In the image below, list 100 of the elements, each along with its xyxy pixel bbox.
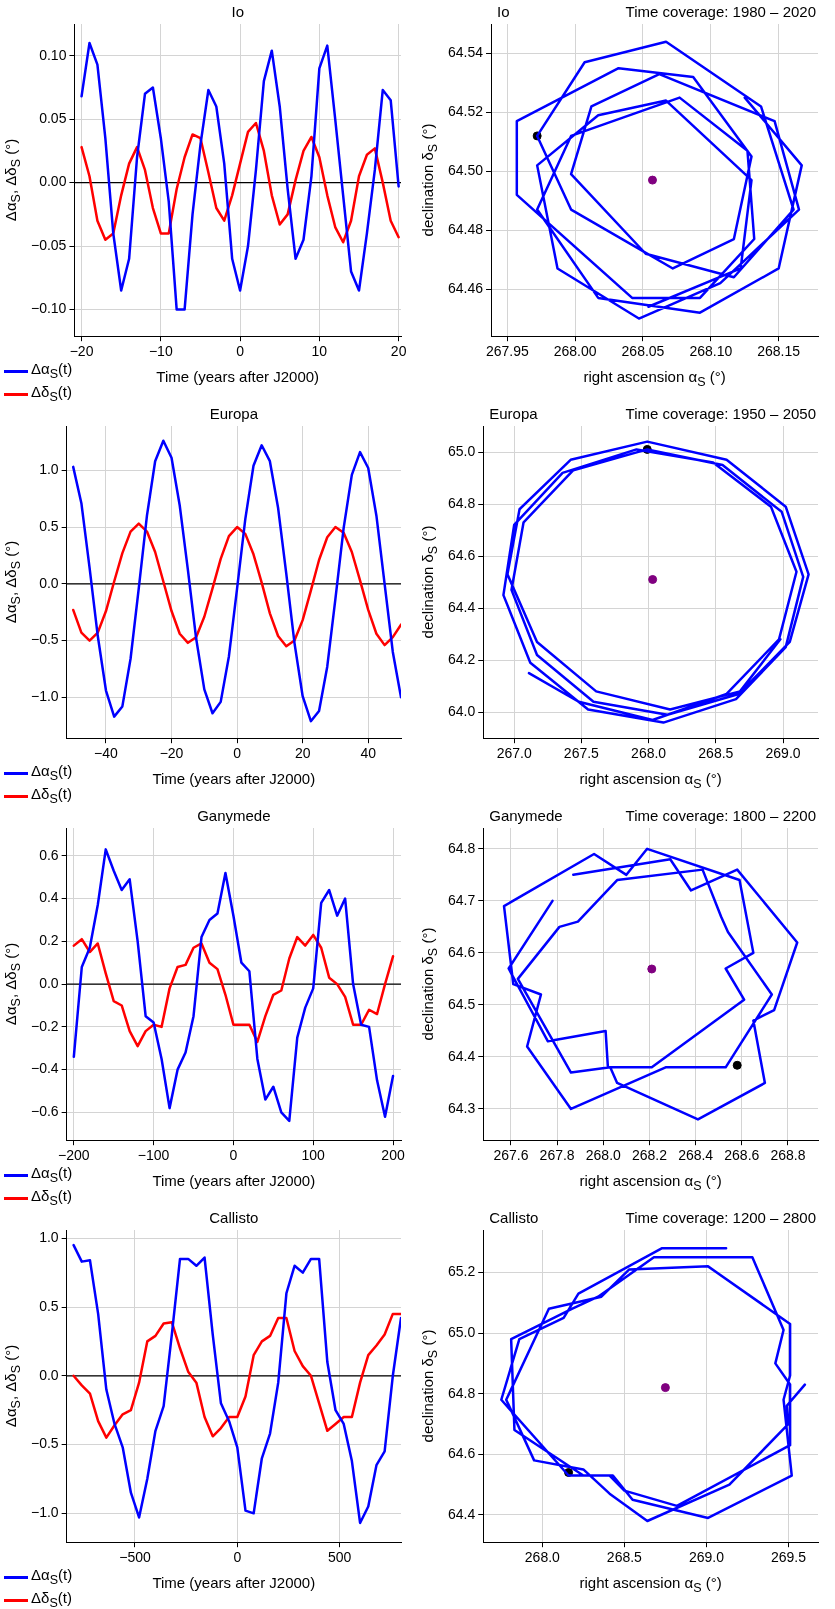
y-tick-label: 0.05 <box>39 110 67 127</box>
y-tick-label: 0.2 <box>39 932 59 949</box>
x-tick-label: 268.05 <box>621 343 665 360</box>
y-tick-label: −1.0 <box>31 688 59 705</box>
legend-label: Δδ$_{S}$(t) <box>31 383 72 407</box>
x-tick-label: −20 <box>159 745 184 762</box>
x-tick-label: 0 <box>233 745 242 762</box>
x-tick-label: 268.15 <box>757 343 801 360</box>
x-tick-label: 269.0 <box>765 745 801 762</box>
chart-title: Callisto <box>209 1208 259 1226</box>
x-tick-label: 0 <box>236 343 245 360</box>
x-tick-label: 500 <box>327 1549 352 1566</box>
x-tick-label: 268.8 <box>770 1147 806 1164</box>
y-tick-label: 65.0 <box>448 442 476 459</box>
x-axis-title: Time (years after J2000) <box>155 368 321 385</box>
x-tick-label: −20 <box>69 343 94 360</box>
chart-title: Io <box>497 2 510 20</box>
y-tick-label: 64.6 <box>448 546 476 563</box>
y-tick-label: 64.3 <box>448 1099 476 1116</box>
chart-title: Ganymede <box>197 806 271 824</box>
x-tick-label: 268.0 <box>631 745 667 762</box>
chart-title: Callisto <box>489 1208 539 1226</box>
x-tick-label: 100 <box>301 1147 326 1164</box>
y-tick-label: 0.0 <box>39 974 59 991</box>
x-tick-label: −10 <box>148 343 173 360</box>
x-tick-label: 20 <box>294 745 311 762</box>
y-tick-label: 64.50 <box>447 162 484 179</box>
x-tick-label: −40 <box>94 745 119 762</box>
chart-title: Ganymede <box>489 806 563 824</box>
y-tick-label: −0.5 <box>31 631 59 648</box>
x-axis-title: Time (years after J2000) <box>152 1574 316 1591</box>
legend-label: Δδ$_{S}$(t) <box>31 1187 72 1211</box>
x-axis-title: right ascension α$_{S}$ (°) <box>578 1172 723 1193</box>
y-tick-label: 0.00 <box>39 173 67 190</box>
y-tick-label: 1.0 <box>39 461 59 478</box>
legend-label: Δα$_{S}$(t) <box>31 1164 73 1188</box>
y-tick-label: 64.7 <box>448 891 476 908</box>
y-tick-label: 64.0 <box>448 703 476 720</box>
y-tick-label: 0.10 <box>39 46 67 63</box>
y-tick-label: 64.46 <box>447 279 484 296</box>
y-tick-label: 64.52 <box>447 103 484 120</box>
legend-label: Δα$_{S}$(t) <box>31 1566 73 1590</box>
y-tick-label: 65.0 <box>448 1323 476 1340</box>
x-tick-label: −500 <box>119 1549 151 1566</box>
y-tick-label: −0.5 <box>31 1435 59 1452</box>
y-tick-label: −1.0 <box>31 1504 59 1521</box>
x-tick-label: −100 <box>137 1147 170 1164</box>
chart-title: Europa <box>209 404 259 422</box>
y-tick-label: 64.54 <box>447 44 484 61</box>
y-tick-label: −0.6 <box>31 1103 59 1120</box>
x-tick-label: 268.5 <box>698 745 734 762</box>
x-tick-label: 269.5 <box>770 1549 807 1566</box>
y-tick-label: 64.6 <box>448 1445 476 1462</box>
legend-label: Δα$_{S}$(t) <box>31 360 73 384</box>
x-tick-label: 10 <box>311 343 328 360</box>
legend-label: Δα$_{S}$(t) <box>31 762 73 786</box>
y-tick-label: 65.2 <box>448 1263 476 1280</box>
x-tick-label: 267.5 <box>563 745 600 762</box>
y-tick-label: 64.48 <box>447 221 484 238</box>
x-tick-label: 267.0 <box>496 745 532 762</box>
x-tick-label: 268.6 <box>724 1147 760 1164</box>
text: Time coverage: 1950 – 2050 <box>625 404 816 422</box>
y-tick-label: 64.8 <box>448 494 476 511</box>
x-axis-title: right ascension α$_{S}$ (°) <box>582 368 727 389</box>
x-tick-label: 268.0 <box>524 1549 561 1566</box>
legend-label: Δδ$_{S}$(t) <box>31 1589 72 1609</box>
y-tick-label: 0.4 <box>39 889 59 906</box>
y-tick-label: 0.0 <box>39 574 59 591</box>
y-tick-label: 64.4 <box>448 1505 476 1522</box>
y-tick-label: 0.6 <box>39 846 59 863</box>
x-axis-title: Time (years after J2000) <box>152 1172 316 1189</box>
x-tick-label: 0 <box>229 1147 238 1164</box>
x-axis-title: right ascension α$_{S}$ (°) <box>578 770 723 791</box>
y-tick-label: 0.0 <box>39 1366 59 1383</box>
x-tick-label: 268.5 <box>606 1549 643 1566</box>
x-tick-label: 268.0 <box>585 1147 622 1164</box>
y-tick-label: 0.5 <box>39 517 59 534</box>
y-tick-label: 64.4 <box>448 598 476 615</box>
text: Time coverage: 1200 – 2800 <box>625 1208 816 1226</box>
y-tick-label: 0.5 <box>39 1297 59 1314</box>
y-tick-label: 64.8 <box>448 839 476 856</box>
y-tick-label: 64.4 <box>448 1047 476 1064</box>
x-axis-title: Time (years after J2000) <box>152 770 316 787</box>
text: Time coverage: 1800 – 2200 <box>625 806 816 824</box>
y-tick-label: 64.8 <box>448 1384 476 1401</box>
x-tick-label: −200 <box>58 1147 90 1164</box>
x-tick-label: 268.4 <box>678 1147 714 1164</box>
x-tick-label: 200 <box>381 1147 405 1164</box>
x-tick-label: 20 <box>390 343 407 360</box>
x-axis-title: right ascension α$_{S}$ (°) <box>578 1574 723 1595</box>
x-tick-label: 267.8 <box>539 1147 575 1164</box>
x-tick-label: 267.95 <box>485 343 529 360</box>
y-tick-label: −0.2 <box>31 1017 59 1034</box>
y-tick-label: 64.2 <box>448 651 476 668</box>
y-tick-label: −0.4 <box>31 1060 59 1077</box>
chart-title: Europa <box>489 404 539 422</box>
x-tick-label: 268.10 <box>689 343 733 360</box>
text: Time coverage: 1980 – 2020 <box>625 2 816 20</box>
chart-title: Io <box>231 2 244 20</box>
x-tick-label: 0 <box>233 1549 242 1566</box>
